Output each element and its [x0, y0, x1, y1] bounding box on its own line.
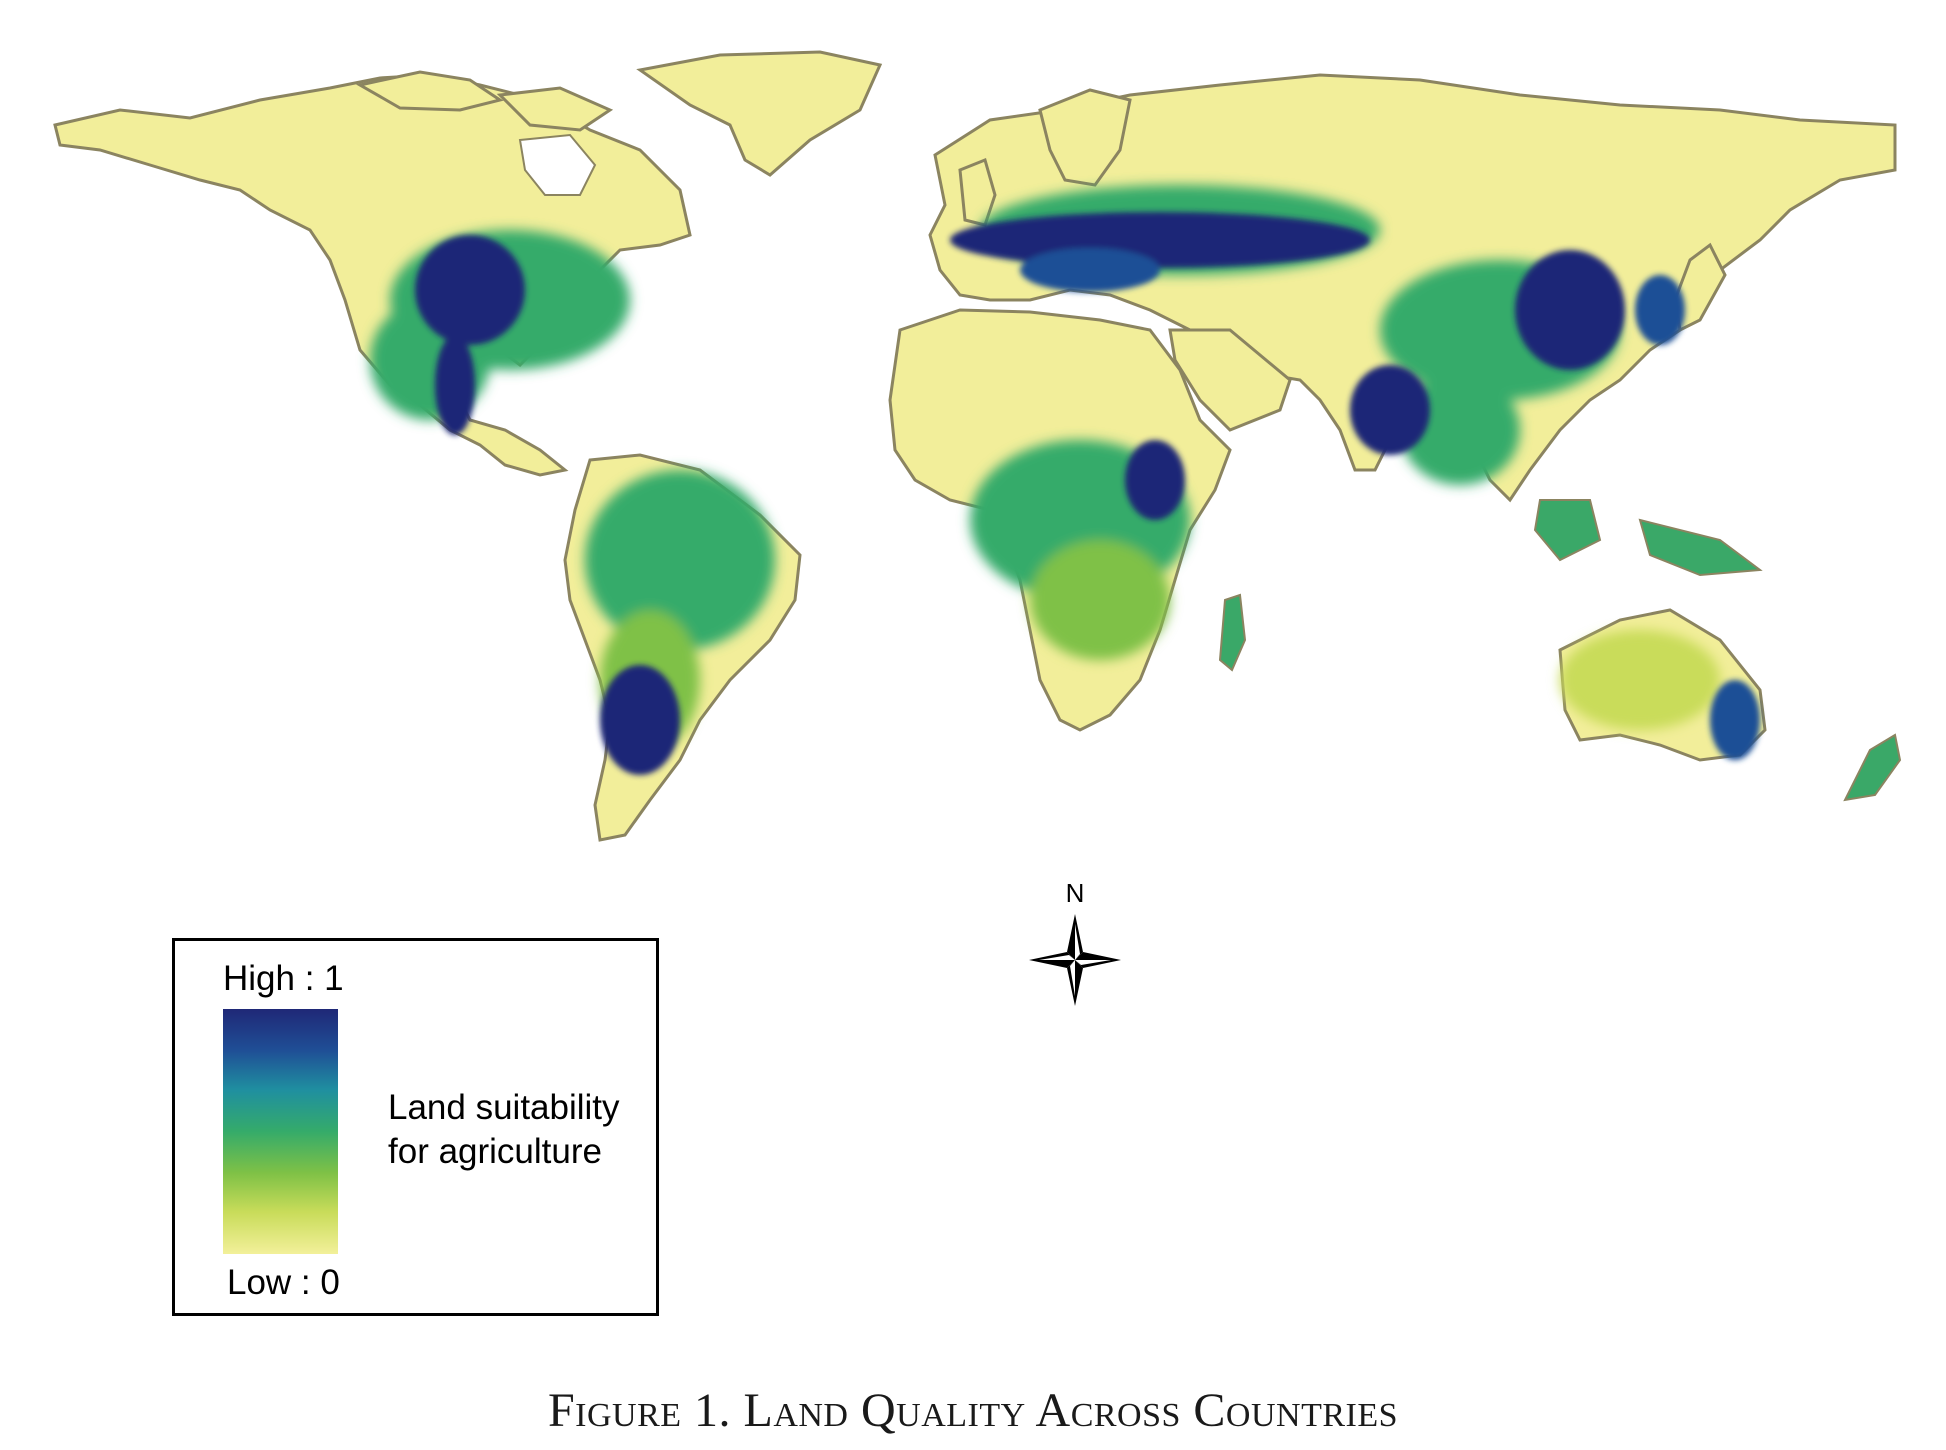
compass-rose-icon — [1027, 912, 1123, 1008]
map-legend: High : 1 Land suitability for agricultur… — [172, 938, 659, 1316]
legend-low-label: Low : 0 — [227, 1263, 340, 1302]
legend-title-line1: Land suitability — [388, 1088, 620, 1127]
high-suitability-zones — [415, 212, 1760, 775]
legend-title: Land suitability for agriculture — [388, 1086, 648, 1174]
legend-high-label: High : 1 — [223, 959, 344, 998]
world-suitability-map — [53, 50, 1902, 842]
north-america-landmass — [53, 50, 883, 477]
legend-color-ramp — [223, 1009, 338, 1254]
legend-title-line2: for agriculture — [388, 1132, 602, 1171]
north-arrow-label: N — [1065, 878, 1085, 908]
figure-caption: Figure 1. Land Quality Across Countries — [547, 1384, 1399, 1437]
